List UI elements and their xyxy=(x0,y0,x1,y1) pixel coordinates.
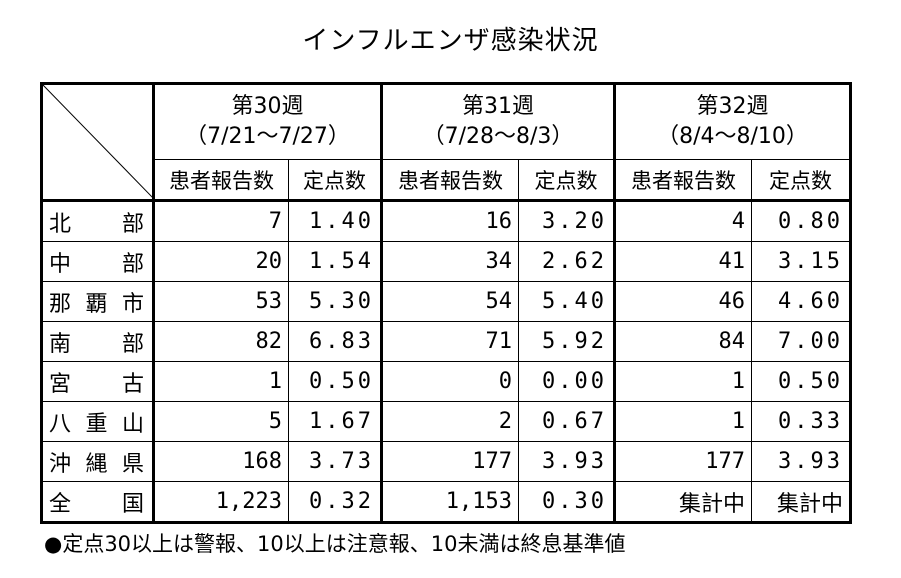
week-32-range: （8/4～8/10） xyxy=(657,124,808,149)
w31-reports-cell: 54 xyxy=(381,281,519,322)
w30-rate-cell: 0.32 xyxy=(288,481,383,524)
w31-reports-cell: 177 xyxy=(381,441,519,482)
w30-reports-cell: 5 xyxy=(153,401,289,442)
w30-reports-cell: 20 xyxy=(153,241,289,282)
table-row: 那覇市 53 5.30 54 5.40 46 4.60 xyxy=(40,281,852,322)
sub-header-row: 患者報告数 定点数 患者報告数 定点数 患者報告数 定点数 xyxy=(42,159,852,201)
week-31-label: 第31週 xyxy=(462,94,534,119)
region-cell: 那覇市 xyxy=(40,281,155,322)
region-cell: 宮古 xyxy=(40,361,155,402)
w30-rate-cell: 1.67 xyxy=(288,401,383,442)
w32-reports-header: 患者報告数 xyxy=(614,159,752,201)
w31-rate-cell: 0.00 xyxy=(518,361,616,402)
w30-reports-cell: 7 xyxy=(153,199,289,242)
week-30-header: 第30週 （7/21～7/27） xyxy=(153,82,383,160)
w30-reports-cell: 1 xyxy=(153,361,289,402)
w31-rate-cell: 3.20 xyxy=(518,199,616,242)
w31-rate-cell: 0.67 xyxy=(518,401,616,442)
w31-rate-header: 定点数 xyxy=(518,159,616,201)
w32-rate-cell: 0.33 xyxy=(751,401,852,442)
w31-rate-cell: 5.92 xyxy=(518,321,616,362)
region-label: 那覇市 xyxy=(49,291,144,317)
w32-rate-cell: 3.93 xyxy=(751,441,852,482)
w32-reports-cell: 4 xyxy=(614,199,752,242)
week-header-row: 第30週 （7/21～7/27） 第31週 （7/28～8/3） 第32週 （8… xyxy=(40,82,852,201)
region-label: 全国 xyxy=(49,491,144,517)
w30-reports-header: 患者報告数 xyxy=(153,159,289,201)
influenza-table: 第30週 （7/21～7/27） 第31週 （7/28～8/3） 第32週 （8… xyxy=(40,82,852,524)
w32-reports-cell: 84 xyxy=(614,321,752,362)
w32-reports-cell: 1 xyxy=(614,401,752,442)
w30-rate-cell: 3.73 xyxy=(288,441,383,482)
table-row: 宮古 1 0.50 0 0.00 1 0.50 xyxy=(40,361,852,402)
w30-rate-cell: 1.54 xyxy=(288,241,383,282)
w32-rate-cell: 集計中 xyxy=(751,481,852,524)
w32-reports-cell: 177 xyxy=(614,441,752,482)
w30-reports-cell: 53 xyxy=(153,281,289,322)
week-31-header: 第31週 （7/28～8/3） xyxy=(381,82,616,160)
w32-reports-cell: 集計中 xyxy=(614,481,752,524)
w32-reports-cell: 1 xyxy=(614,361,752,402)
diagonal-line xyxy=(44,86,151,197)
region-cell: 八重山 xyxy=(40,401,155,442)
week-31-range: （7/28～8/3） xyxy=(422,124,574,149)
footnote: ●定点30以上は警報、10以上は注意報、10未満は終息基準値 xyxy=(44,532,626,556)
page-title: インフルエンザ感染状況 xyxy=(302,26,599,56)
region-cell: 中部 xyxy=(40,241,155,282)
region-cell: 北部 xyxy=(40,199,155,242)
w32-rate-cell: 3.15 xyxy=(751,241,852,282)
w32-rate-cell: 0.80 xyxy=(751,199,852,242)
region-cell: 南部 xyxy=(40,321,155,362)
w32-rate-cell: 4.60 xyxy=(751,281,852,322)
w31-reports-cell: 0 xyxy=(381,361,519,402)
region-cell: 全国 xyxy=(40,481,155,524)
w31-rate-cell: 0.30 xyxy=(518,481,616,524)
w30-rate-header: 定点数 xyxy=(288,159,383,201)
week-30-range: （7/21～7/27） xyxy=(185,124,350,149)
w30-rate-cell: 0.50 xyxy=(288,361,383,402)
table-row: 沖縄県 168 3.73 177 3.93 177 3.93 xyxy=(40,441,852,482)
w31-reports-cell: 16 xyxy=(381,199,519,242)
w31-reports-header: 患者報告数 xyxy=(381,159,519,201)
w31-reports-cell: 34 xyxy=(381,241,519,282)
week-32-header: 第32週 （8/4～8/10） xyxy=(614,82,852,160)
table-row: 北部 7 1.40 16 3.20 4 0.80 xyxy=(40,199,852,242)
w30-reports-cell: 168 xyxy=(153,441,289,482)
w30-reports-cell: 1,223 xyxy=(153,481,289,524)
region-cell: 沖縄県 xyxy=(40,441,155,482)
table-row: 中部 20 1.54 34 2.62 41 3.15 xyxy=(40,241,852,282)
w31-rate-cell: 2.62 xyxy=(518,241,616,282)
w30-rate-cell: 5.30 xyxy=(288,281,383,322)
w30-rate-cell: 6.83 xyxy=(288,321,383,362)
region-label: 中部 xyxy=(49,251,144,277)
w32-reports-cell: 41 xyxy=(614,241,752,282)
w31-rate-cell: 5.40 xyxy=(518,281,616,322)
week-32-label: 第32週 xyxy=(696,94,769,119)
region-label: 沖縄県 xyxy=(49,451,144,477)
region-label: 南部 xyxy=(49,331,144,357)
week-30-label: 第30週 xyxy=(231,94,304,119)
region-label: 八重山 xyxy=(49,411,144,437)
w32-rate-cell: 7.00 xyxy=(751,321,852,362)
w31-reports-cell: 1,153 xyxy=(381,481,519,524)
w30-reports-cell: 82 xyxy=(153,321,289,362)
w31-reports-cell: 71 xyxy=(381,321,519,362)
w32-reports-cell: 46 xyxy=(614,281,752,322)
w32-rate-cell: 0.50 xyxy=(751,361,852,402)
w31-reports-cell: 2 xyxy=(381,401,519,442)
w32-rate-header: 定点数 xyxy=(751,159,852,201)
table-row: 南部 82 6.83 71 5.92 84 7.00 xyxy=(40,321,852,362)
w31-rate-cell: 3.93 xyxy=(518,441,616,482)
table-row: 八重山 5 1.67 2 0.67 1 0.33 xyxy=(40,401,852,442)
region-label: 北部 xyxy=(49,211,144,237)
w30-rate-cell: 1.40 xyxy=(288,199,383,242)
corner-cell xyxy=(40,82,155,201)
region-label: 宮古 xyxy=(49,371,144,397)
table-row: 全国 1,223 0.32 1,153 0.30 集計中 集計中 xyxy=(40,481,852,524)
